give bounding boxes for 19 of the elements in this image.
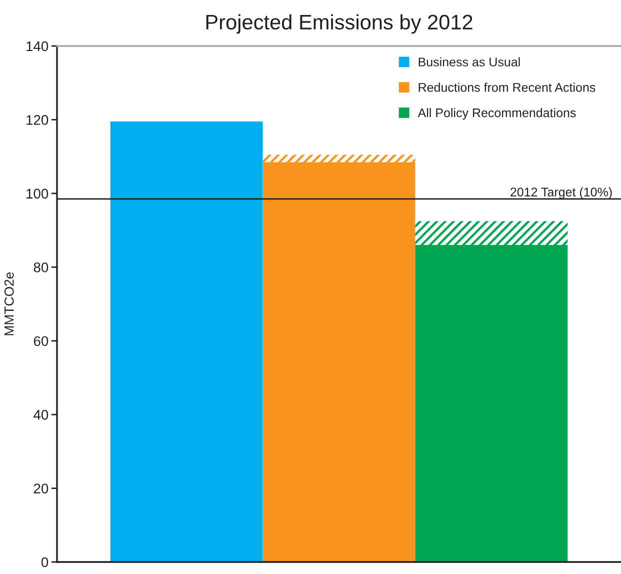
y-tick-label: 0: [41, 557, 48, 568]
bar: [110, 122, 263, 562]
y-tick-label: 80: [34, 262, 48, 272]
y-tick-label: 100: [26, 188, 48, 199]
y-tick-label: 120: [26, 115, 48, 125]
legend-label: All Policy Recommendations: [418, 108, 576, 120]
legend-label: Business as Usual: [418, 57, 520, 66]
y-tick-label: 60: [34, 336, 48, 346]
bar: [415, 245, 568, 562]
bar: [262, 162, 416, 562]
bar: [262, 154, 416, 162]
legend-label: Reductions from Recent Actions: [418, 82, 596, 92]
y-tick-label: 40: [34, 410, 48, 420]
y-tick-label: 20: [34, 484, 48, 494]
y-tick-label: 140: [26, 41, 48, 52]
y-axis-title: MMTCO2e: [4, 272, 14, 336]
ref-line-label: 2012 Target (10%): [510, 187, 612, 199]
chart-title: Projected Emissions by 2012: [206, 14, 472, 34]
bar: [415, 221, 568, 246]
